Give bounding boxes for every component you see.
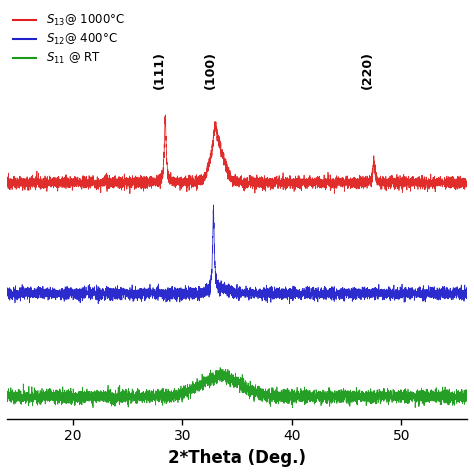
Text: (220): (220): [361, 51, 374, 89]
Text: (100): (100): [204, 51, 217, 89]
Text: (111): (111): [153, 51, 166, 89]
X-axis label: 2*Theta (Deg.): 2*Theta (Deg.): [168, 449, 306, 467]
Legend: $S_{13}$@ 1000°C, $S_{12}$@ 400°C, $S_{11}$ @ RT: $S_{13}$@ 1000°C, $S_{12}$@ 400°C, $S_{1…: [10, 10, 128, 69]
